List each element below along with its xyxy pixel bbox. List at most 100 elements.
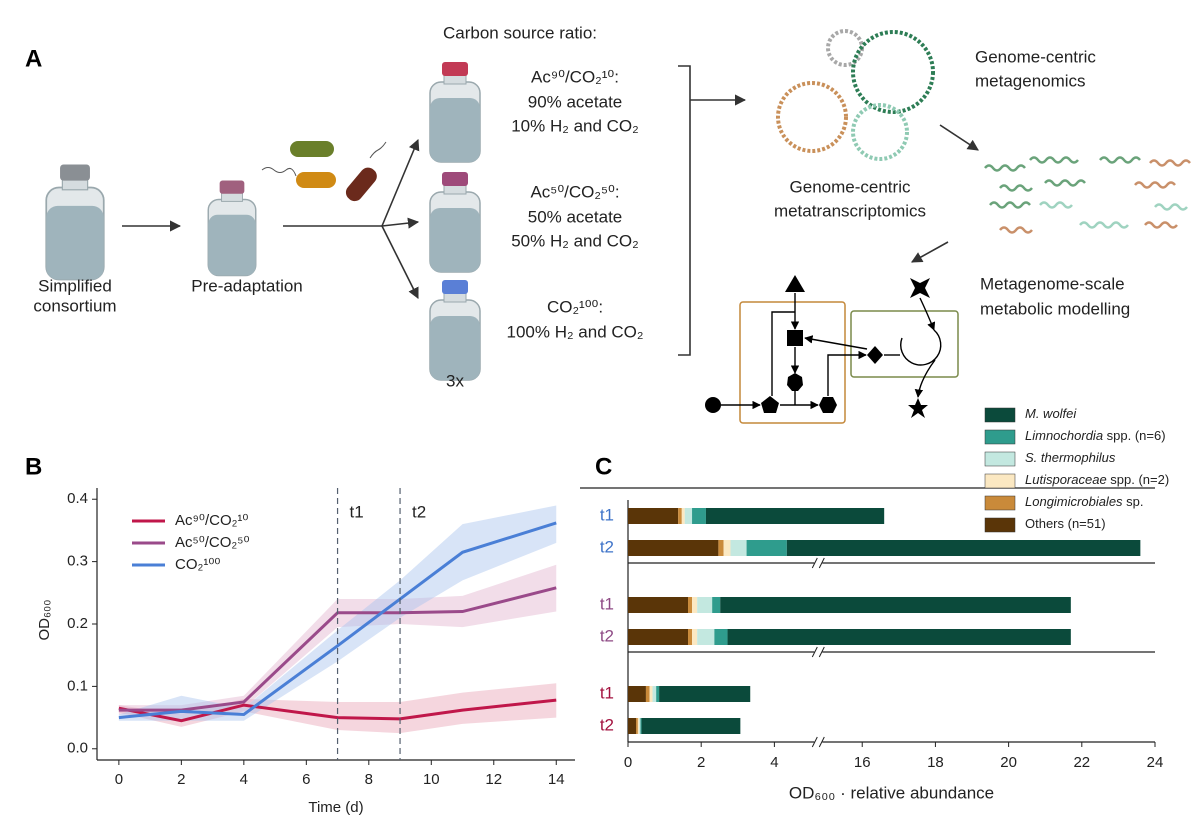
legend-label: S. thermophilus (1025, 450, 1116, 465)
reads (984, 156, 1191, 234)
legend-swatch (984, 451, 1016, 467)
panel-label: A (25, 45, 42, 72)
label: 10% H₂ and CO₂ (511, 116, 639, 135)
y-tick-label: t2 (600, 626, 614, 645)
arrows (122, 65, 979, 356)
bar-segment (636, 718, 638, 734)
bar-segment (628, 629, 689, 645)
x-tick-label: 18 (927, 754, 944, 771)
break-mark (811, 557, 818, 569)
legend-label: Lutisporaceae spp. (n=2) (1025, 472, 1169, 487)
bar-segment (637, 718, 640, 734)
x-tick-label: 20 (1000, 754, 1017, 771)
bar-segment (656, 686, 660, 702)
bar-segment (639, 718, 641, 734)
y-tick-label: 0.1 (67, 677, 88, 694)
bar-segment (692, 597, 698, 613)
x-tick-label: 22 (1073, 754, 1090, 771)
bar-segment (720, 597, 1071, 613)
confidence-band (118, 505, 557, 721)
bar-segment (692, 629, 698, 645)
legend-label: Others (n=51) (1025, 516, 1106, 531)
line (118, 698, 557, 723)
annotation-label: t1 (350, 502, 364, 521)
bar-segment (649, 686, 653, 702)
break-mark (811, 736, 818, 748)
bar-segment (697, 597, 713, 613)
label: CO₂¹⁰⁰: (547, 297, 603, 316)
bar-segment (712, 597, 721, 613)
bar-segment (730, 540, 747, 556)
bar-segment (652, 686, 657, 702)
bar-segment (786, 540, 1141, 556)
bar-segment (628, 718, 637, 734)
bar-segment (628, 597, 689, 613)
bar-segment (681, 508, 685, 524)
label: Simplified (38, 276, 112, 295)
label: Metagenome-scale (980, 274, 1125, 293)
legend-swatch (984, 495, 1016, 511)
break-mark (811, 646, 818, 658)
legend-label: Ac⁹⁰/CO₂¹⁰ (175, 512, 248, 529)
bar-segment (746, 540, 787, 556)
y-axis-label: OD₆₀₀ (36, 599, 53, 640)
bar-segment (645, 686, 650, 702)
bar-segment (714, 629, 728, 645)
bar-segment (692, 508, 706, 524)
y-tick-label: t1 (600, 683, 614, 702)
label: 50% H₂ and CO₂ (511, 231, 639, 250)
x-tick-label: 4 (240, 771, 248, 788)
y-tick-label: t1 (600, 505, 614, 524)
label: 100% H₂ and CO₂ (507, 322, 644, 341)
annotation-label: t2 (412, 502, 426, 521)
break-gap (814, 649, 823, 655)
bar-segment (628, 686, 646, 702)
x-tick-label: 12 (485, 771, 502, 788)
panel-label: C (595, 453, 612, 480)
bar-segment (697, 629, 715, 645)
label: metatranscriptomics (774, 201, 926, 220)
legend-label: Longimicrobiales sp. (1025, 494, 1144, 509)
label: 3x (446, 371, 464, 390)
label: metabolic modelling (980, 299, 1130, 318)
legend-label: M. wolfei (1025, 406, 1077, 421)
bar-segment (628, 508, 679, 524)
legend-label: Ac⁵⁰/CO₂⁵⁰ (175, 534, 249, 551)
break-mark (818, 646, 825, 658)
label: Ac⁵⁰/CO₂⁵⁰: (530, 182, 619, 201)
bar-segment (705, 508, 885, 524)
label: Genome-centric (790, 177, 911, 196)
bar-segment (641, 718, 741, 734)
bar-segment (628, 540, 719, 556)
label: 50% acetate (528, 207, 623, 226)
x-tick-label: 24 (1147, 754, 1164, 771)
y-tick-label: t2 (600, 537, 614, 556)
bacteria (261, 141, 387, 202)
x-tick-label: 2 (697, 754, 705, 771)
y-tick-label: t2 (600, 715, 614, 734)
y-tick-label: 0.4 (67, 490, 88, 507)
break-gap (814, 560, 823, 566)
x-tick-label: 8 (365, 771, 373, 788)
x-axis-label: OD₆₀₀ · relative abundance (789, 783, 994, 802)
y-tick-label: 0.2 (67, 615, 88, 632)
x-tick-label: 0 (624, 754, 632, 771)
y-tick-label: 0.0 (67, 740, 88, 757)
x-tick-label: 2 (177, 771, 185, 788)
bar-segment (727, 629, 1071, 645)
bottles (45, 62, 481, 381)
bar-segment (688, 597, 693, 613)
legend-label: CO₂¹⁰⁰ (175, 556, 220, 573)
bar-segment (688, 629, 693, 645)
legend-swatch (984, 473, 1016, 489)
legend-swatch (984, 517, 1016, 533)
bar-segment (659, 686, 751, 702)
x-tick-label: 4 (770, 754, 778, 771)
legend-label: Limnochordia spp. (n=6) (1025, 428, 1166, 443)
break-gap (814, 739, 823, 745)
legend-swatch (984, 407, 1016, 423)
x-axis-label: Time (d) (308, 799, 363, 816)
break-mark (818, 557, 825, 569)
x-tick-label: 0 (115, 771, 123, 788)
